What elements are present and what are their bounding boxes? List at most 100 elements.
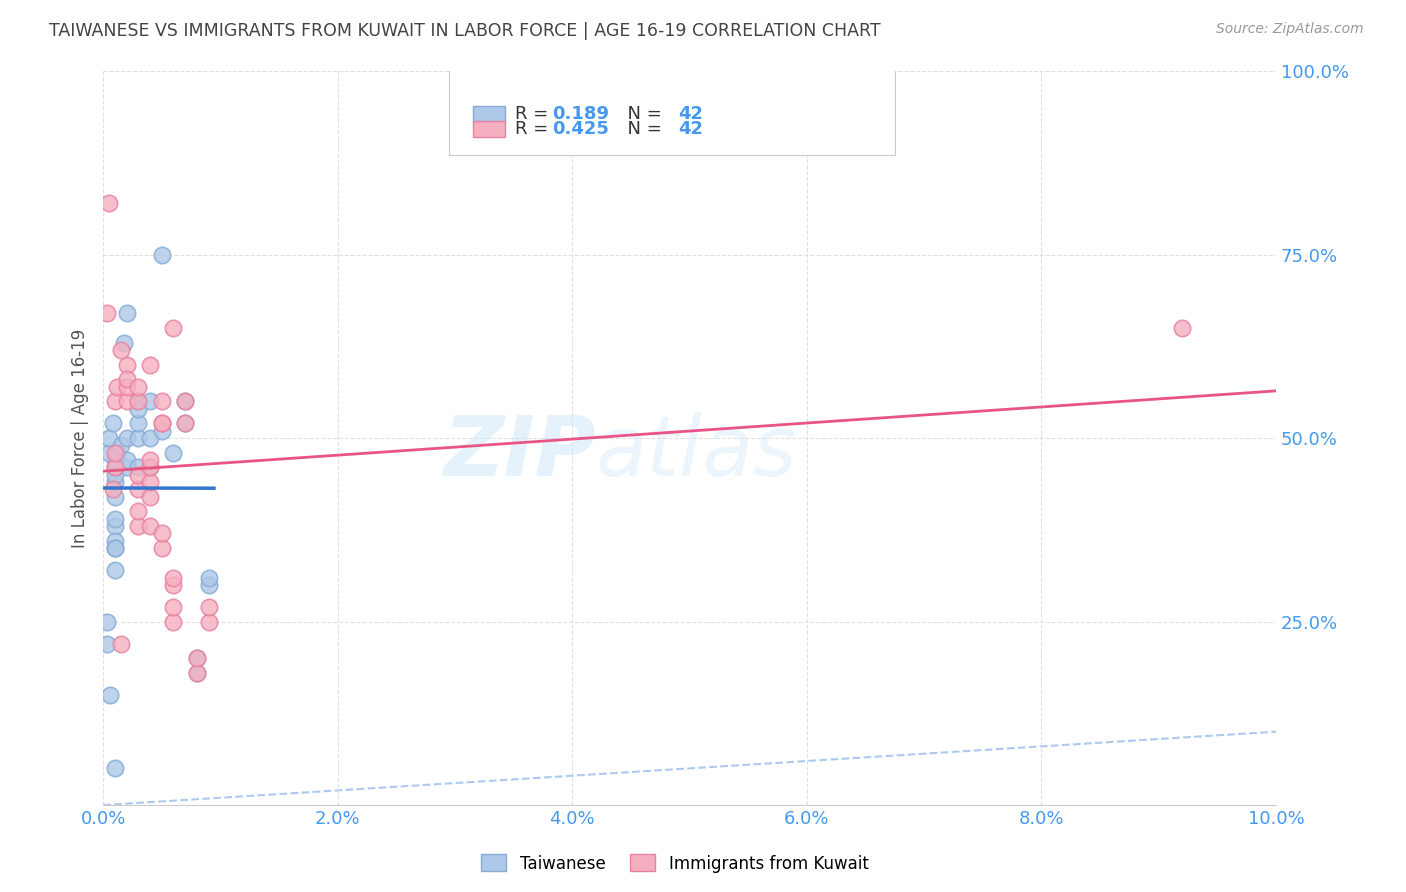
Point xyxy=(127,394,149,409)
Point xyxy=(150,417,173,431)
Point xyxy=(115,358,138,372)
Text: 42: 42 xyxy=(678,105,703,123)
Point xyxy=(98,688,121,702)
Point xyxy=(104,453,127,467)
Point xyxy=(115,431,138,445)
Text: N =: N = xyxy=(616,120,668,138)
Point xyxy=(104,563,127,577)
Point xyxy=(115,380,138,394)
Point xyxy=(162,321,184,335)
Point xyxy=(150,247,173,261)
Text: TAIWANESE VS IMMIGRANTS FROM KUWAIT IN LABOR FORCE | AGE 16-19 CORRELATION CHART: TAIWANESE VS IMMIGRANTS FROM KUWAIT IN L… xyxy=(49,22,880,40)
Point xyxy=(104,490,127,504)
FancyBboxPatch shape xyxy=(472,106,505,122)
Point xyxy=(127,380,149,394)
Text: 42: 42 xyxy=(678,120,703,138)
Point xyxy=(115,460,138,475)
Text: N =: N = xyxy=(616,105,668,123)
FancyBboxPatch shape xyxy=(472,121,505,137)
Point xyxy=(96,615,118,629)
Point xyxy=(150,394,173,409)
Point xyxy=(127,460,149,475)
Point xyxy=(115,372,138,386)
Point xyxy=(174,417,197,431)
Point xyxy=(150,541,173,556)
Point xyxy=(127,467,149,482)
Point xyxy=(96,637,118,651)
Point xyxy=(162,570,184,584)
Point xyxy=(98,446,121,460)
Point xyxy=(127,431,149,445)
Point xyxy=(197,599,219,614)
Point xyxy=(127,417,149,431)
Point xyxy=(104,460,127,475)
Point xyxy=(127,504,149,518)
Point xyxy=(127,394,149,409)
Text: 0.189: 0.189 xyxy=(553,105,609,123)
Point xyxy=(104,394,127,409)
Point xyxy=(139,394,162,409)
Point xyxy=(110,438,132,452)
Point xyxy=(96,306,118,320)
Point xyxy=(150,424,173,438)
Point xyxy=(174,394,197,409)
Point xyxy=(1171,321,1194,335)
Point xyxy=(197,570,219,584)
Point xyxy=(115,394,138,409)
Point xyxy=(162,599,184,614)
Point xyxy=(174,394,197,409)
Text: atlas: atlas xyxy=(596,412,797,493)
Point xyxy=(127,519,149,533)
Point xyxy=(104,519,127,533)
Point xyxy=(104,761,127,775)
Y-axis label: In Labor Force | Age 16-19: In Labor Force | Age 16-19 xyxy=(72,328,89,548)
Point xyxy=(104,512,127,526)
Point xyxy=(174,417,197,431)
Text: ZIP: ZIP xyxy=(443,412,596,493)
Point xyxy=(139,519,162,533)
Point xyxy=(104,467,127,482)
Point xyxy=(98,431,121,445)
Text: 0.425: 0.425 xyxy=(553,120,609,138)
Point xyxy=(104,533,127,548)
Text: Source: ZipAtlas.com: Source: ZipAtlas.com xyxy=(1216,22,1364,37)
Point xyxy=(112,335,135,350)
Point xyxy=(110,637,132,651)
Point xyxy=(139,358,162,372)
Text: R =: R = xyxy=(515,105,554,123)
Point xyxy=(197,615,219,629)
Point xyxy=(127,401,149,416)
Point xyxy=(104,460,127,475)
Point xyxy=(104,475,127,489)
Point xyxy=(162,446,184,460)
Point xyxy=(162,578,184,592)
Point xyxy=(150,526,173,541)
Point xyxy=(127,483,149,497)
Point xyxy=(101,417,124,431)
Point xyxy=(105,380,128,394)
Point xyxy=(139,460,162,475)
Point xyxy=(186,651,208,665)
Point xyxy=(101,483,124,497)
Text: R =: R = xyxy=(515,120,554,138)
Point xyxy=(139,475,162,489)
Point xyxy=(186,651,208,665)
Point xyxy=(162,615,184,629)
Point xyxy=(139,490,162,504)
Point xyxy=(104,446,127,460)
Point xyxy=(115,306,138,320)
Point xyxy=(104,541,127,556)
Point xyxy=(105,446,128,460)
Point xyxy=(110,343,132,357)
Point xyxy=(98,196,121,211)
Point xyxy=(104,541,127,556)
Point xyxy=(186,665,208,680)
Point xyxy=(139,431,162,445)
Point xyxy=(139,460,162,475)
Point xyxy=(197,578,219,592)
Point xyxy=(139,453,162,467)
Point xyxy=(115,453,138,467)
Legend: Taiwanese, Immigrants from Kuwait: Taiwanese, Immigrants from Kuwait xyxy=(475,847,875,880)
FancyBboxPatch shape xyxy=(449,68,894,155)
Point xyxy=(150,417,173,431)
